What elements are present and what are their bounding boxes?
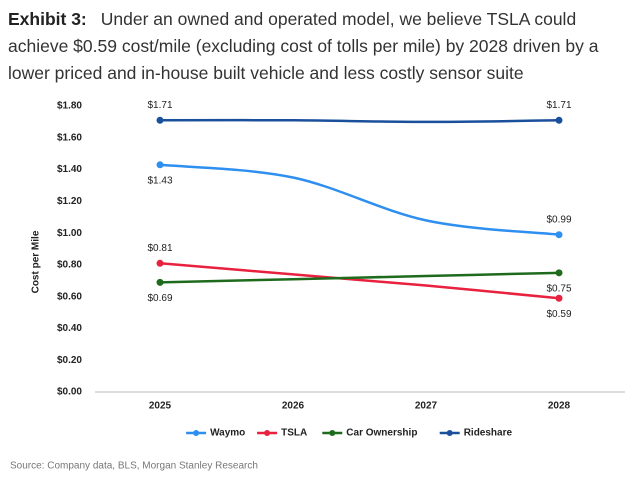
legend-marker [264,430,271,436]
exhibit-label: Exhibit 3: [8,9,87,29]
series-line [159,262,560,300]
y-tick-label: $1.60 [57,132,82,143]
data-label: $1.43 [147,175,172,186]
y-tick-label: $1.00 [57,228,82,239]
y-tick-label: $0.20 [57,355,82,366]
legend-label: Waymo [210,428,245,439]
y-tick-label: $0.80 [57,260,82,271]
y-tick-label: $1.80 [57,101,82,112]
data-label: $1.71 [546,100,571,111]
x-tick-label: 2026 [282,401,305,412]
title-text: Under an owned and operated model, we be… [8,9,599,83]
legend-marker [446,430,453,436]
marker [156,116,164,124]
y-tick-label: $1.40 [57,164,82,175]
marker [555,231,563,239]
x-tick-label: 2027 [415,401,438,412]
series-line [159,118,560,124]
y-tick-label: $1.20 [57,196,82,207]
source: Source: Company data, BLS, Morgan Stanle… [10,461,258,472]
data-label: $0.75 [546,283,571,294]
series-line [159,271,560,284]
legend-label: Car Ownership [346,428,417,439]
marker [156,259,164,267]
y-tick-label: $0.60 [57,291,82,302]
legend-label: Rideshare [464,428,513,439]
y-tick-label: $0.00 [57,387,82,398]
legend-marker [329,430,336,436]
title: Exhibit 3: Under an owned and operated mo… [8,6,636,87]
marker [555,116,563,124]
x-tick-label: 2025 [149,401,172,412]
y-tick-label: $0.40 [57,323,82,334]
marker [156,161,164,169]
marker [555,269,563,277]
data-label: $0.99 [546,214,571,225]
data-label: $0.81 [147,243,172,254]
data-label: $0.59 [546,309,571,320]
series-line [159,163,560,236]
marker [156,278,164,286]
marker [555,294,563,302]
data-label: $0.69 [147,293,172,304]
legend-label: TSLA [281,428,307,439]
legend-marker [193,430,200,436]
y-axis-label: Cost per Mile [31,230,42,293]
data-label: $1.71 [147,100,172,111]
x-tick-label: 2028 [548,401,571,412]
